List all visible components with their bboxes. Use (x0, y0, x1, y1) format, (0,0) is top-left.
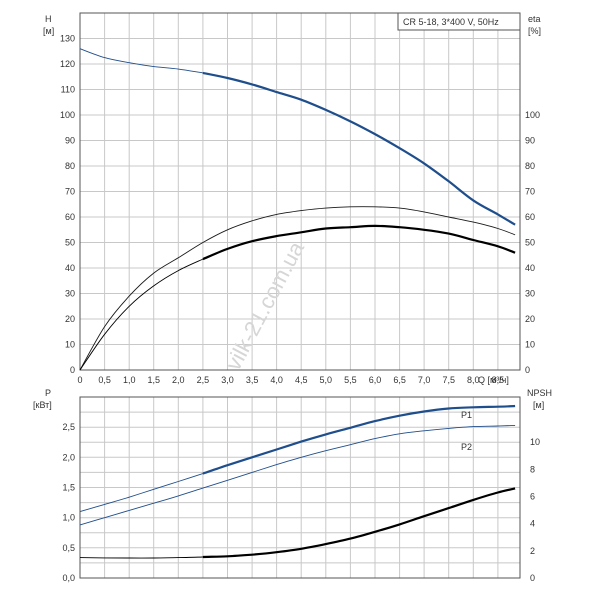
y-tick-label: 1,0 (62, 513, 75, 523)
x-tick-label: 4,0 (270, 375, 283, 385)
right-tick-label: 6 (530, 492, 535, 502)
y-tick-label: 90 (65, 136, 75, 146)
x-tick-label: 3,0 (221, 375, 234, 385)
lower-grid (80, 397, 520, 578)
x-axis-label: Q [м³/ч] (478, 375, 509, 385)
upper-left-axis-label: H (45, 14, 52, 24)
y-tick-label: 0 (70, 365, 75, 375)
right-tick-label: 50 (525, 238, 535, 248)
y-tick-label: 2,0 (62, 452, 75, 462)
x-tick-label: 3,5 (246, 375, 259, 385)
y-tick-label: 70 (65, 187, 75, 197)
y-tick-label: 60 (65, 212, 75, 222)
right-tick-label: 60 (525, 212, 535, 222)
upper-right-axis-label: eta (528, 14, 541, 24)
x-tick-label: 8,0 (467, 375, 480, 385)
right-tick-label: 10 (525, 340, 535, 350)
x-tick-label: 8,5 (492, 375, 505, 385)
lower-left-axis-label: P (45, 388, 51, 398)
right-tick-label: 90 (525, 136, 535, 146)
y-tick-label: 2,5 (62, 422, 75, 432)
x-tick-label: 2,5 (197, 375, 210, 385)
lower-series (79, 404, 516, 559)
upper-title-box: CR 5-18, 3*400 V, 50Hz (397, 12, 521, 31)
y-tick-label: 30 (65, 289, 75, 299)
npsh-curve (202, 487, 516, 559)
lower-y-tick-labels: 0,0 0,5 1,0 1,5 2,0 2,5 (62, 422, 75, 583)
y-tick-label: 10 (65, 340, 75, 350)
right-tick-label: 100 (525, 110, 540, 120)
lower-right-axis-unit: [м] (533, 400, 544, 410)
right-tick-label: 8 (530, 464, 535, 474)
eta-p2-curve (202, 224, 516, 261)
x-tick-label: 0,5 (98, 375, 111, 385)
right-tick-label: 0 (525, 365, 530, 375)
y-tick-label: 110 (61, 85, 75, 95)
lower-left-axis-unit: [кВт] (33, 400, 52, 410)
chart-title: CR 5-18, 3*400 V, 50Hz (403, 17, 499, 27)
upper-grid (80, 13, 520, 370)
x-tick-label: 1,0 (123, 375, 136, 385)
npsh-curve-thin (79, 556, 203, 559)
power-p1-curve-thin (79, 473, 204, 513)
eta-p2-curve-thin (79, 258, 204, 371)
power-p2-curve-thin (79, 424, 516, 526)
right-tick-label: 40 (525, 263, 535, 273)
head-curve (202, 71, 516, 226)
x-tick-label: 1,5 (147, 375, 160, 385)
series-label-p1: P1 (461, 410, 472, 420)
right-tick-label: 80 (525, 161, 535, 171)
x-tick-label: 5,0 (320, 375, 333, 385)
right-tick-label: 0 (530, 573, 535, 583)
x-tick-label: 4,5 (295, 375, 308, 385)
y-tick-label: 40 (65, 263, 75, 273)
right-tick-label: 30 (525, 289, 535, 299)
watermark-text: vilk-21.com.ua (220, 237, 309, 375)
x-tick-label: 2,0 (172, 375, 185, 385)
right-tick-label: 2 (530, 546, 535, 556)
upper-chart: CR 5-18, 3*400 V, 50Hz H [м] eta [%] Q [… (43, 12, 541, 385)
y-tick-label: 130 (60, 34, 75, 44)
lower-right-tick-labels: 0 2 4 6 8 10 (530, 437, 540, 583)
upper-series (79, 48, 516, 371)
y-tick-label: 20 (65, 314, 75, 324)
x-tick-label: 6,5 (393, 375, 406, 385)
x-tick-label: 7,0 (418, 375, 431, 385)
y-tick-label: 100 (60, 110, 75, 120)
power-p1-curve (202, 404, 516, 475)
upper-plot-frame (79, 12, 521, 371)
eta-p1-curve-thin (79, 206, 516, 371)
right-tick-label: 70 (525, 187, 535, 197)
y-tick-label: 0,5 (62, 543, 75, 553)
series-label-p2: P2 (461, 442, 472, 452)
x-tick-label: 0 (77, 375, 82, 385)
y-tick-label: 1,5 (62, 483, 75, 493)
right-tick-label: 10 (530, 437, 540, 447)
right-tick-label: 4 (530, 519, 535, 529)
title-box-frame (397, 12, 521, 31)
upper-y-tick-labels: 0 10 20 30 40 50 60 70 80 90 100 110 120 130 (60, 34, 75, 376)
x-tick-label: 6,0 (369, 375, 382, 385)
lower-plot-frame (79, 396, 521, 579)
x-tick-label: 5,5 (344, 375, 357, 385)
x-tick-label: 7,5 (442, 375, 455, 385)
y-tick-label: 50 (65, 238, 75, 248)
head-curve-thin (79, 48, 203, 74)
y-tick-label: 120 (60, 59, 75, 69)
lower-right-axis-label: NPSH (527, 388, 552, 398)
upper-right-tick-labels: 0 10 20 30 40 50 60 70 80 90 100 (525, 110, 540, 375)
lower-chart: P [кВт] NPSH [м] 0,0 0,5 1,0 1,5 2,0 2,5 0 2 4 6… (33, 388, 552, 583)
y-tick-label: 80 (65, 161, 75, 171)
upper-x-tick-labels: 0 0,5 1,0 1,5 2,0 2,5 3,0 3,5 4,0 4,5 5,0 5,5 6,0 6,5… (77, 375, 504, 385)
upper-left-axis-unit: [м] (43, 26, 54, 36)
right-tick-label: 20 (525, 314, 535, 324)
upper-right-axis-unit: [%] (528, 26, 541, 36)
y-tick-label: 0,0 (62, 573, 75, 583)
